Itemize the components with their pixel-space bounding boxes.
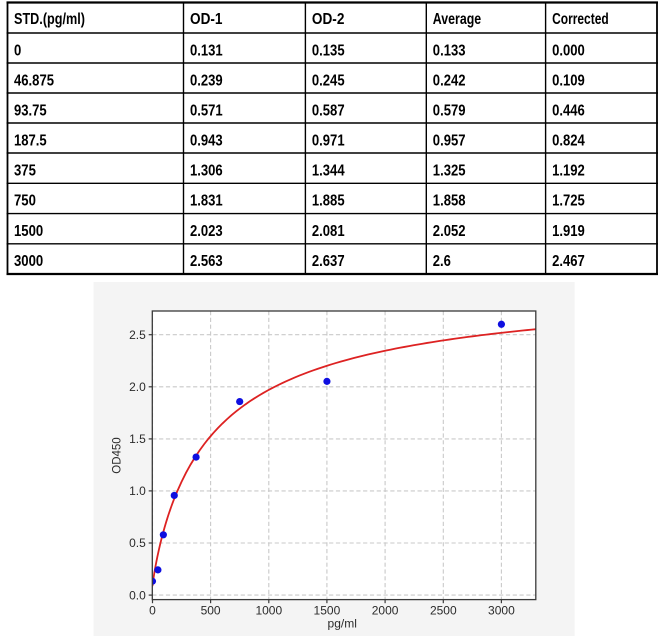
- svg-text:375: 375: [14, 162, 36, 179]
- svg-text:1.344: 1.344: [312, 162, 345, 179]
- svg-text:2500: 2500: [430, 604, 457, 618]
- svg-text:2.5: 2.5: [129, 328, 146, 342]
- svg-text:0: 0: [14, 42, 21, 59]
- svg-text:1.192: 1.192: [552, 162, 585, 179]
- svg-text:OD-1: OD-1: [190, 11, 223, 28]
- svg-text:187.5: 187.5: [14, 132, 47, 149]
- svg-text:93.75: 93.75: [14, 102, 47, 119]
- svg-text:0.5: 0.5: [129, 536, 146, 550]
- svg-text:1.919: 1.919: [552, 223, 585, 240]
- svg-text:500: 500: [201, 604, 221, 618]
- svg-text:1.306: 1.306: [190, 162, 223, 179]
- svg-text:0.242: 0.242: [433, 72, 466, 89]
- svg-text:0.446: 0.446: [552, 102, 585, 119]
- svg-text:2.6: 2.6: [433, 253, 451, 270]
- svg-text:0.571: 0.571: [190, 102, 223, 119]
- svg-text:1.0: 1.0: [129, 484, 146, 498]
- svg-text:1.725: 1.725: [552, 193, 585, 210]
- svg-text:0.135: 0.135: [312, 42, 345, 59]
- svg-text:OD450: OD450: [112, 437, 124, 473]
- svg-text:0.131: 0.131: [190, 42, 223, 59]
- svg-text:1.885: 1.885: [312, 193, 345, 210]
- svg-text:1500: 1500: [14, 223, 43, 240]
- svg-text:pg/ml: pg/ml: [328, 616, 357, 630]
- svg-text:1.5: 1.5: [129, 432, 146, 446]
- svg-text:1.858: 1.858: [433, 193, 466, 210]
- svg-text:0.245: 0.245: [312, 72, 345, 89]
- svg-text:0.824: 0.824: [552, 132, 585, 149]
- svg-text:0.239: 0.239: [190, 72, 223, 89]
- svg-text:2.563: 2.563: [190, 253, 223, 270]
- svg-text:3000: 3000: [488, 604, 515, 618]
- svg-text:OD-2: OD-2: [312, 11, 345, 28]
- svg-text:2.467: 2.467: [552, 253, 585, 270]
- svg-text:2000: 2000: [372, 604, 399, 618]
- svg-text:0.587: 0.587: [312, 102, 345, 119]
- svg-text:1.325: 1.325: [433, 162, 466, 179]
- svg-text:STD.(pg/ml): STD.(pg/ml): [14, 11, 85, 28]
- svg-text:1.831: 1.831: [190, 193, 223, 210]
- svg-text:2.052: 2.052: [433, 223, 466, 240]
- svg-text:Average: Average: [433, 11, 482, 28]
- svg-text:0.000: 0.000: [552, 42, 585, 59]
- svg-text:2.081: 2.081: [312, 223, 345, 240]
- svg-text:Corrected: Corrected: [552, 11, 609, 28]
- svg-text:0.109: 0.109: [552, 72, 585, 89]
- svg-text:0.579: 0.579: [433, 102, 466, 119]
- svg-text:0.971: 0.971: [312, 132, 345, 149]
- svg-text:750: 750: [14, 193, 36, 210]
- svg-text:2.023: 2.023: [190, 223, 223, 240]
- svg-text:0: 0: [149, 604, 156, 618]
- svg-text:1500: 1500: [314, 604, 341, 618]
- svg-text:46.875: 46.875: [14, 72, 54, 89]
- svg-text:0.943: 0.943: [190, 132, 223, 149]
- svg-text:0.957: 0.957: [433, 132, 466, 149]
- svg-text:3000: 3000: [14, 253, 43, 270]
- svg-text:0.133: 0.133: [433, 42, 466, 59]
- svg-text:2.637: 2.637: [312, 253, 345, 270]
- svg-text:1000: 1000: [255, 604, 282, 618]
- svg-text:2.0: 2.0: [129, 380, 146, 394]
- svg-text:0.0: 0.0: [129, 588, 146, 602]
